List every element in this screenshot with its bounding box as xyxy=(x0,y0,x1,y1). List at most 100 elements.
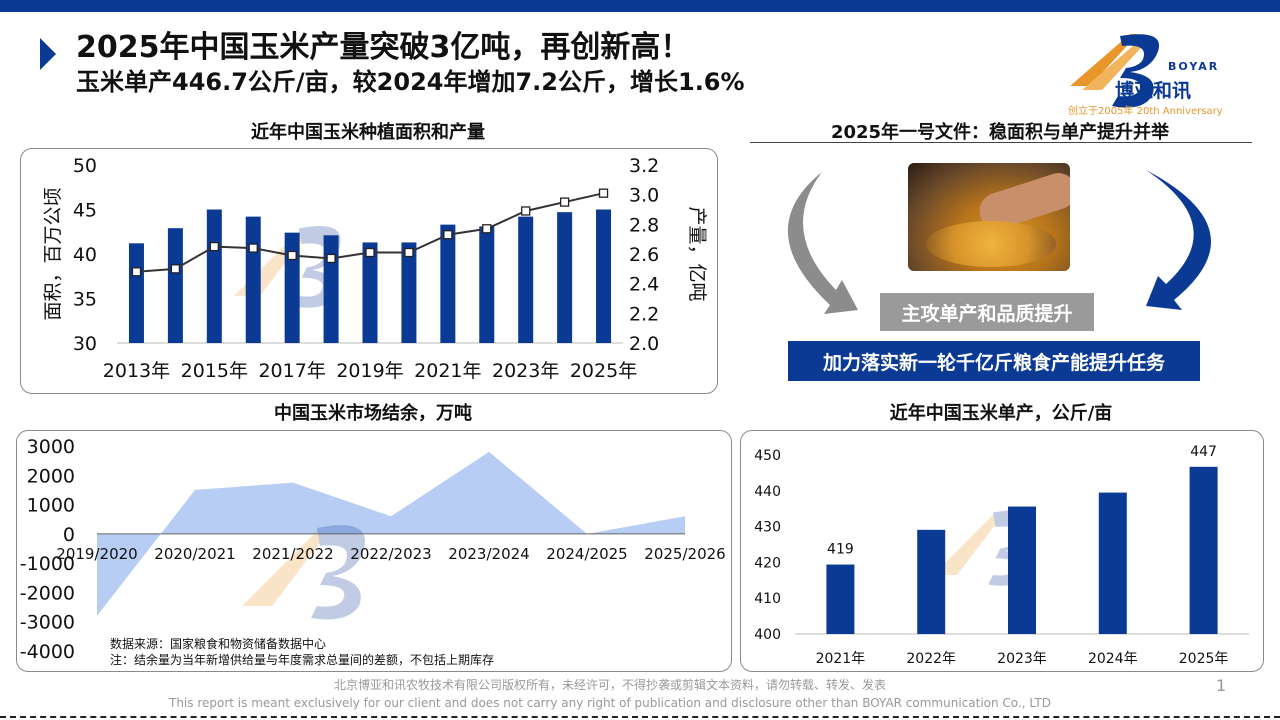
output-point xyxy=(131,267,142,277)
output-point xyxy=(170,264,181,274)
surplus-panel: -4000 -3000 -2000 -1000 0 1000 2000 3000 2019/20… xyxy=(16,430,732,672)
area-bar xyxy=(362,242,378,343)
right-y-tick-label: 2.8 xyxy=(629,214,659,236)
area-bar xyxy=(479,226,495,343)
right-y-tick-label: 2.6 xyxy=(629,244,659,266)
area-bar xyxy=(167,228,183,343)
output-point xyxy=(287,250,297,261)
output-point xyxy=(559,197,570,207)
area-bar xyxy=(245,216,261,343)
area-bar xyxy=(557,212,573,343)
area-bar xyxy=(323,235,339,343)
output-point xyxy=(404,247,414,258)
x-tick-label: 2022年 xyxy=(906,651,956,667)
right-y-tick-label: 2.0 xyxy=(629,333,659,355)
output-point xyxy=(248,243,258,253)
left-y-tick-label: 40 xyxy=(73,244,97,266)
right-y-tick-label: 3.0 xyxy=(629,185,659,207)
y-tick-label: 420 xyxy=(754,555,781,571)
y-tick-label: 410 xyxy=(754,591,781,607)
y-tick-label: -1000 xyxy=(20,553,75,575)
yield-bar xyxy=(1008,506,1036,634)
x-tick-label: 2021年 xyxy=(414,360,481,382)
yield-bar xyxy=(917,529,946,634)
title-marker-icon xyxy=(40,38,56,70)
x-tick-label: 2025年 xyxy=(570,360,637,382)
output-point xyxy=(482,224,492,234)
yield-panel: 400 410 420 430 440 450 419 447 2021年 2022年 2023年 2… xyxy=(740,430,1264,672)
yield-chart-title: 近年中国玉米单产，公斤/亩 xyxy=(889,403,1113,424)
gray-curved-arrow-icon xyxy=(787,172,858,314)
area-output-panel: 30 35 40 45 50 2.0 2.2 2.4 2.6 2.8 3.0 3.2 2013年 2015… xyxy=(20,148,718,394)
corn-grain-hand-photo xyxy=(908,163,1070,271)
y-tick-label: 430 xyxy=(754,520,781,536)
x-tick-label: 2022/2023 xyxy=(350,545,431,563)
x-tick-label: 2023年 xyxy=(492,360,559,382)
output-point xyxy=(521,206,531,216)
yield-bar xyxy=(826,564,855,634)
y-tick-label: 3000 xyxy=(27,436,75,458)
y-tick-label: 0 xyxy=(63,524,75,546)
yield-chart: 400 410 420 430 440 450 419 447 2021年 2022年 2023年 2… xyxy=(754,444,1249,667)
y-tick-label: -3000 xyxy=(20,612,75,634)
y-tick-label: 400 xyxy=(754,627,781,643)
yield-bar xyxy=(1189,466,1218,634)
logo-english-name: BOYAR xyxy=(1168,60,1220,73)
area-bar xyxy=(206,209,222,343)
yield-data-label: 419 xyxy=(827,542,854,558)
x-tick-label: 2020/2021 xyxy=(154,545,235,563)
policy-gray-label: 主攻单产和品质提升 xyxy=(880,293,1094,331)
left-y-tick-label: 30 xyxy=(73,333,97,355)
x-tick-label: 2013年 xyxy=(103,360,170,382)
x-tick-label: 2017年 xyxy=(258,360,325,382)
x-tick-label: 2023/2024 xyxy=(448,545,529,563)
policy-arrows xyxy=(787,170,1211,314)
source-line-1: 数据来源：国家粮食和物资储备数据中心 xyxy=(110,637,327,651)
left-y-tick-label: 35 xyxy=(73,289,97,311)
area-bar xyxy=(518,216,534,343)
y-tick-label: 440 xyxy=(754,484,781,500)
x-tick-label: 2025/2026 xyxy=(644,545,725,563)
boyar-logo-icon xyxy=(1070,34,1160,108)
page-title: 2025年中国玉米产量突破3亿吨，再创新高！ xyxy=(76,30,691,65)
top-accent-bar xyxy=(0,0,1280,12)
x-tick-label: 2023年 xyxy=(997,651,1047,667)
output-point xyxy=(326,253,336,264)
x-tick-label: 2019/2020 xyxy=(56,545,137,563)
logo-chinese-name: 博亚和讯 xyxy=(1115,80,1192,102)
output-point xyxy=(365,247,375,258)
policy-blue-label: 加力落实新一轮千亿斤粮食产能提升任务 xyxy=(788,341,1200,381)
x-tick-label: 2024/2025 xyxy=(546,545,627,563)
x-tick-label: 2024年 xyxy=(1088,651,1138,667)
output-point xyxy=(209,241,219,252)
policy-title-underline xyxy=(750,142,1252,143)
page-subtitle: 玉米单产446.7公斤/亩，较2024年增加7.2公斤，增长1.6% xyxy=(76,68,745,96)
area-bar xyxy=(284,232,300,343)
y-tick-label: 450 xyxy=(754,448,781,464)
area-bar xyxy=(128,243,144,343)
left-y-tick-label: 45 xyxy=(73,200,97,222)
area-bar xyxy=(596,209,612,343)
left-y-axis-label: 面积，百万公顷 xyxy=(42,187,64,320)
surplus-source-note: 数据来源：国家粮食和物资储备数据中心 注：结余量为当年新增供给量与年度需求总量间… xyxy=(110,636,494,668)
area-output-chart: 30 35 40 45 50 2.0 2.2 2.4 2.6 2.8 3.0 3.2 2013年 2015… xyxy=(42,155,708,382)
x-tick-label: 2015年 xyxy=(181,360,248,382)
x-tick-label: 2021年 xyxy=(816,651,866,667)
area-bar xyxy=(401,242,417,343)
footer-copyright-en: This report is meant exclusively for our… xyxy=(169,696,1051,710)
right-y-tick-label: 2.2 xyxy=(629,303,659,325)
bottom-dashed-border xyxy=(0,716,1280,718)
y-tick-label: -4000 xyxy=(20,641,75,663)
yield-data-label: 447 xyxy=(1190,444,1217,460)
policy-title: 2025年一号文件：稳面积与单产提升并举 xyxy=(830,122,1170,143)
logo-tagline: 创立于2005年 20th Anniversary xyxy=(1068,106,1223,117)
right-y-tick-label: 2.4 xyxy=(629,274,659,296)
output-point xyxy=(598,188,609,198)
x-tick-label: 2025年 xyxy=(1179,651,1229,667)
y-tick-label: 2000 xyxy=(27,465,75,487)
yield-bar xyxy=(1098,492,1127,634)
blue-curved-arrow-icon xyxy=(1146,170,1211,310)
source-line-2: 注：结余量为当年新增供给量与年度需求总量间的差额，不包括上期库存 xyxy=(110,653,495,667)
output-point xyxy=(443,230,453,240)
surplus-chart: -4000 -3000 -2000 -1000 0 1000 2000 3000 2019/20… xyxy=(20,436,726,663)
